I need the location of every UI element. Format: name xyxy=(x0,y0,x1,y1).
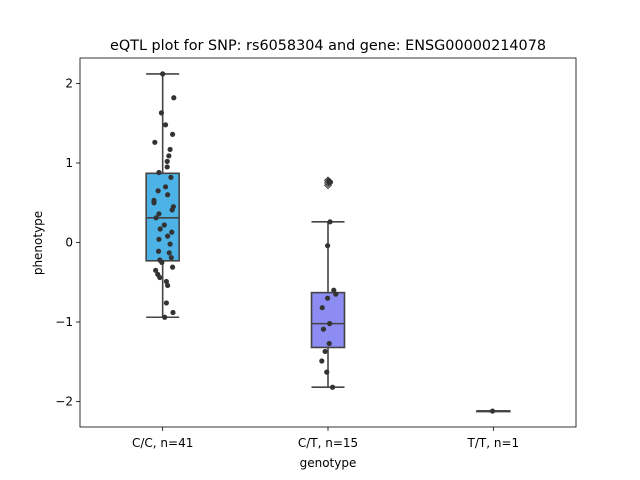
data-point xyxy=(333,291,339,297)
y-tick-label: −2 xyxy=(55,395,73,409)
data-point xyxy=(167,146,173,153)
data-point xyxy=(152,139,158,145)
data-point xyxy=(157,226,163,232)
y-tick-label: 0 xyxy=(65,236,73,250)
plot-marks xyxy=(145,73,511,413)
y-axis: 2 1 0 −1 −2 xyxy=(55,76,80,409)
data-point xyxy=(324,369,330,375)
data-point xyxy=(169,207,175,213)
y-tick-label: 1 xyxy=(65,156,73,170)
data-point xyxy=(158,110,165,116)
data-point xyxy=(169,264,176,270)
data-point xyxy=(322,348,328,355)
box-group xyxy=(145,73,180,319)
data-point xyxy=(155,248,162,254)
data-point xyxy=(327,321,333,327)
x-axis: C/C, n=41 C/T, n=15 T/T, n=1 xyxy=(132,427,519,450)
data-point xyxy=(165,192,171,198)
data-point xyxy=(159,259,165,265)
data-point xyxy=(324,295,331,301)
data-point xyxy=(164,158,170,164)
data-point xyxy=(166,153,172,159)
data-point xyxy=(169,229,175,235)
data-point xyxy=(169,131,176,137)
data-point xyxy=(326,340,332,347)
data-point xyxy=(320,326,327,332)
data-point xyxy=(162,184,169,190)
data-point xyxy=(153,215,159,221)
data-point xyxy=(163,300,169,306)
data-point xyxy=(324,243,331,249)
x-tick-label: C/T, n=15 xyxy=(298,436,358,450)
data-point xyxy=(168,174,174,180)
data-points xyxy=(151,71,496,414)
box-iqr xyxy=(310,291,346,349)
box-group xyxy=(310,176,346,389)
data-point xyxy=(156,236,162,242)
plot-frame xyxy=(79,57,577,428)
data-point xyxy=(162,314,168,320)
data-point xyxy=(162,122,169,128)
data-point xyxy=(329,384,336,390)
x-tick-label: T/T, n=1 xyxy=(467,436,520,450)
data-point xyxy=(170,309,176,316)
data-point xyxy=(165,233,171,239)
y-tick-label: −1 xyxy=(55,315,73,329)
data-point xyxy=(155,188,161,194)
data-point xyxy=(166,250,172,256)
data-point xyxy=(151,200,157,206)
x-tick-label: C/C, n=41 xyxy=(132,436,193,450)
data-point xyxy=(319,305,325,311)
data-point xyxy=(153,267,159,273)
y-tick-label: 2 xyxy=(65,76,73,90)
data-point xyxy=(161,222,167,228)
data-point xyxy=(167,241,173,247)
data-point xyxy=(156,211,162,217)
data-point xyxy=(157,274,163,281)
chart-title: eQTL plot for SNP: rs6058304 and gene: E… xyxy=(110,38,546,54)
data-point xyxy=(160,71,166,77)
data-point xyxy=(171,95,177,101)
data-point xyxy=(327,219,333,225)
data-point xyxy=(331,287,337,293)
data-point xyxy=(319,358,325,364)
data-point xyxy=(163,278,169,285)
data-point xyxy=(156,169,162,176)
data-point xyxy=(489,408,496,414)
data-point xyxy=(327,179,334,185)
data-point xyxy=(164,164,170,170)
x-axis-label: genotype xyxy=(300,456,357,470)
y-axis-label: phenotype xyxy=(31,211,45,275)
data-point xyxy=(168,255,174,261)
data-point xyxy=(165,282,171,289)
